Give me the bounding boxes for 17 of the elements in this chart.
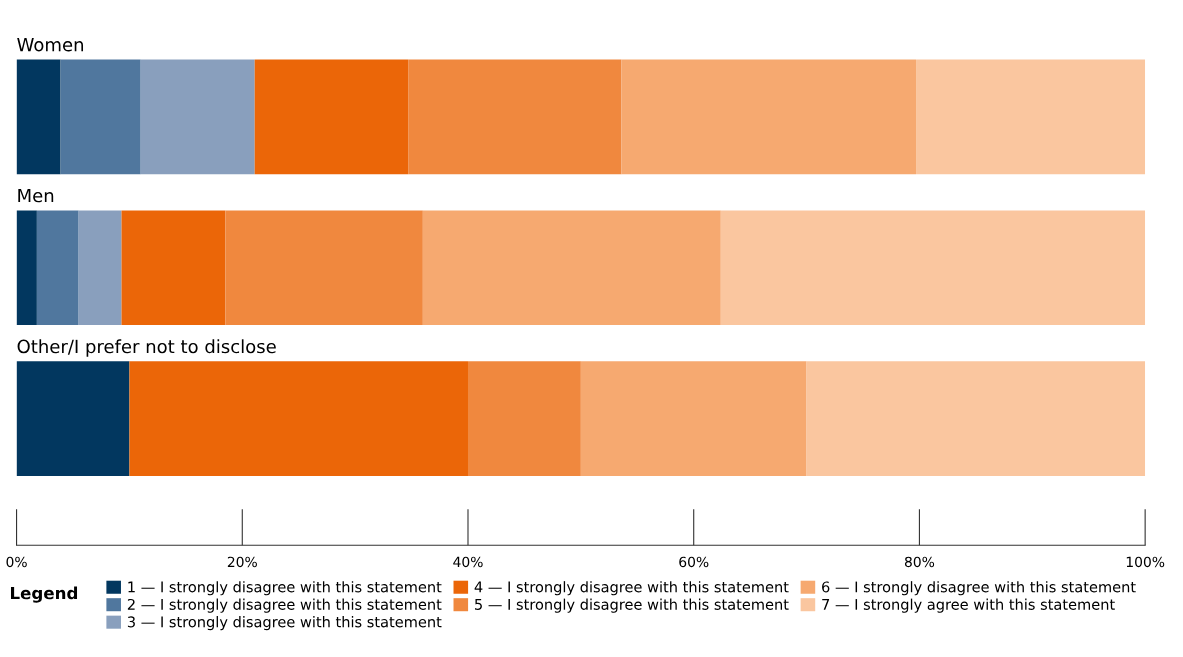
- legend-label: 4 — I strongly disagree with this statement: [474, 581, 789, 596]
- legend-label: 7 — I strongly agree with this statement: [822, 598, 1115, 613]
- y-tick-label: Men: [18, 188, 54, 203]
- x-tick-label: 100%: [1126, 556, 1165, 568]
- x-tick-label: 0%: [6, 556, 27, 568]
- y-tick-label: Women: [17, 38, 84, 52]
- legend-label: 6 — I strongly disagree with this statement: [822, 581, 1136, 596]
- x-tick-label: 60%: [679, 556, 709, 568]
- legend-label: 5 — I strongly disagree with this statement: [475, 598, 789, 613]
- x-tick-label: 20%: [227, 556, 257, 568]
- x-tick-label: 80%: [904, 556, 935, 568]
- x-tick-label: 40%: [453, 556, 483, 568]
- legend-title: Legend: [11, 586, 78, 603]
- y-tick-label: Other/I prefer not to disclose: [17, 339, 276, 357]
- legend-label: 1 — I strongly disagree with this statement: [128, 581, 442, 596]
- legend-label: 2 — I strongly disagree with this statement: [127, 598, 442, 613]
- legend-label: 3 — I strongly disagree with this statement: [127, 616, 442, 631]
